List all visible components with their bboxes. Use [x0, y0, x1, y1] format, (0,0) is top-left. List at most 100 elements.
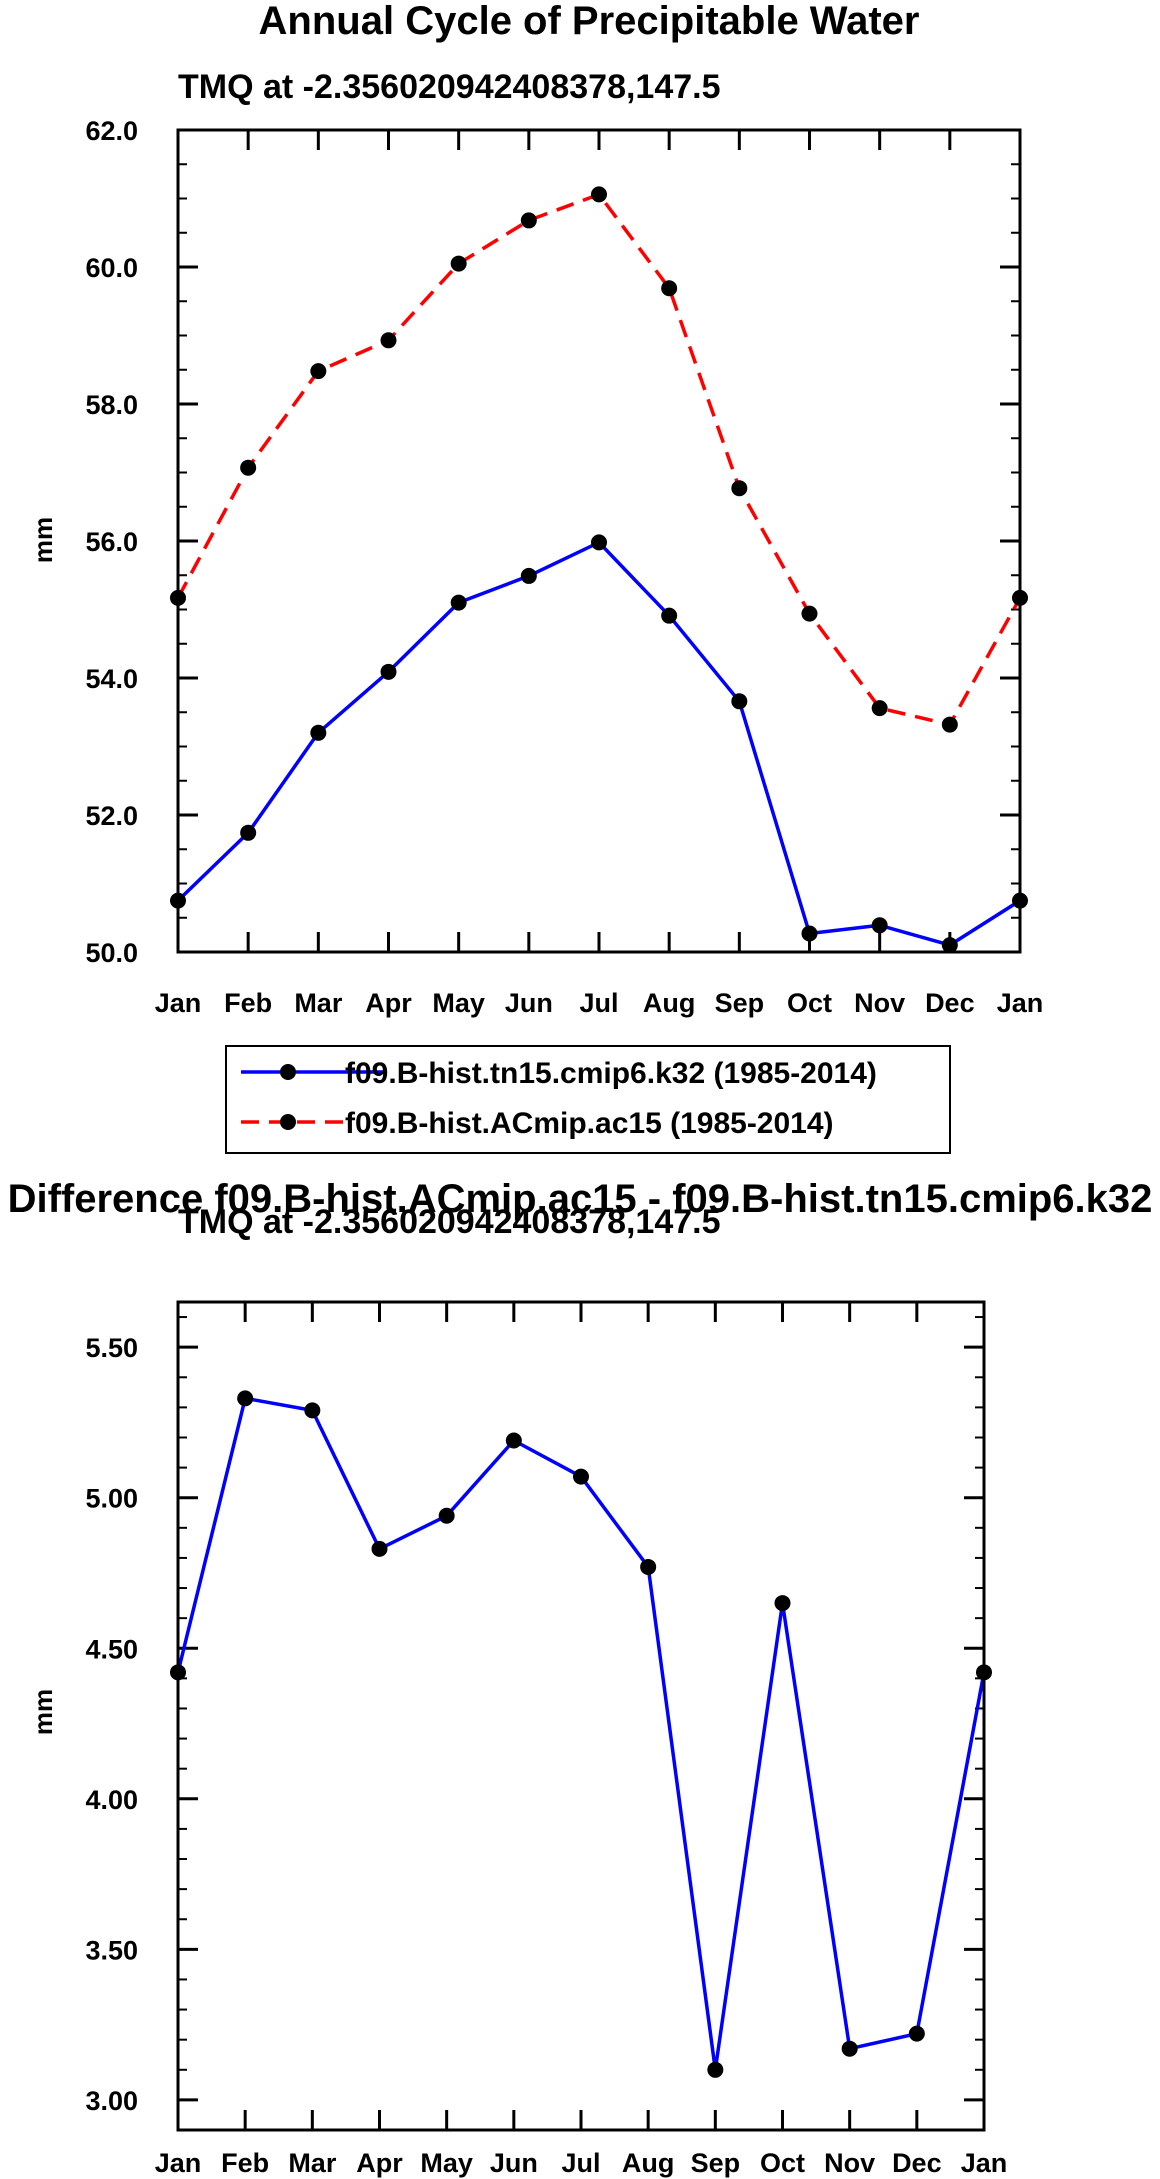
series-line-2: [176, 192, 1022, 727]
data-point: [801, 605, 818, 622]
x-tick-label: Jan: [155, 988, 202, 1018]
axis-ticks: [176, 1302, 986, 2131]
data-point: [591, 534, 607, 551]
data-point: [731, 480, 748, 497]
data-point: [304, 1402, 321, 1419]
x-tick-label: Nov: [854, 988, 905, 1018]
series-lines: [176, 1396, 986, 2072]
difference-chart: Difference f09.B-hist.ACmip.ac15 - f09.B…: [8, 1177, 1153, 2178]
y-tick-label: 60.0: [85, 253, 138, 283]
legend-box: [225, 1045, 951, 1154]
legend-marker-series-2: [280, 1114, 296, 1130]
x-tick-labels: Jan Feb Mar Apr May Jun Jul Aug Sep Oct Nov Dec Jan: [155, 2148, 1008, 2178]
x-tick-label: May: [432, 988, 485, 1018]
chart-subtitle: TMQ at -2.356020942408378,147.5: [178, 1203, 721, 1241]
legend-label-series-2: f09.B-hist.ACmip.ac15 (1985-2014): [345, 1107, 834, 1140]
data-point: [591, 186, 607, 203]
y-tick-label: 3.00: [85, 2086, 138, 2116]
data-point: [661, 607, 678, 624]
data-point: [731, 693, 748, 710]
precipitable-water-chart: Annual Cycle of Precipitable Water TMQ a…: [28, 0, 1043, 1018]
y-tick-label: 52.0: [85, 801, 138, 831]
x-tick-label: Aug: [643, 988, 695, 1018]
x-tick-label: Feb: [224, 988, 272, 1018]
data-point: [310, 363, 327, 380]
x-tick-labels: Jan Feb Mar Apr May Jun Jul Aug Sep Oct Nov Dec Jan: [155, 988, 1044, 1018]
x-tick-label: Jul: [561, 2148, 600, 2178]
data-point: [774, 1595, 791, 1612]
data-point: [240, 824, 257, 841]
chart-subtitle: TMQ at -2.356020942408378,147.5: [178, 68, 721, 106]
x-tick-label: Jun: [505, 988, 553, 1018]
y-tick-label: 58.0: [85, 390, 138, 420]
x-tick-label: May: [420, 2148, 473, 2178]
y-tick-label: 4.00: [85, 1785, 138, 1815]
data-point: [871, 917, 888, 934]
x-tick-label: Feb: [221, 2148, 269, 2178]
y-tick-label: 54.0: [85, 664, 138, 694]
x-tick-label: Dec: [925, 988, 975, 1018]
x-tick-label: Aug: [622, 2148, 674, 2178]
x-tick-label: Sep: [715, 988, 765, 1018]
data-point: [573, 1468, 589, 1485]
data-point: [941, 716, 958, 733]
plot-frame: [176, 128, 1022, 954]
data-point: [908, 2025, 925, 2042]
data-point: [240, 459, 257, 476]
data-point: [450, 594, 467, 611]
data-point: [505, 1432, 522, 1449]
x-tick-label: Mar: [288, 2148, 337, 2178]
series-line-1: [176, 540, 1021, 947]
data-point: [520, 567, 537, 584]
y-tick-label: 56.0: [85, 527, 138, 557]
y-axis-label: mm: [28, 517, 58, 563]
y-tick-label: 5.50: [85, 1333, 138, 1363]
x-tick-label: Mar: [294, 988, 343, 1018]
data-point: [380, 663, 397, 680]
x-tick-label: Jan: [961, 2148, 1008, 2178]
y-tick-labels: 3.00 3.50 4.00 4.50 5.00 5.50: [85, 1333, 138, 2116]
data-point: [640, 1558, 657, 1575]
data-point: [371, 1540, 388, 1557]
data-point: [841, 2040, 858, 2057]
data-point: [310, 724, 327, 741]
chart-title: Annual Cycle of Precipitable Water: [259, 0, 920, 43]
y-tick-label: 62.0: [85, 116, 138, 146]
y-axis-label: mm: [28, 1689, 58, 1735]
data-point: [801, 925, 818, 942]
data-point: [237, 1390, 254, 1407]
data-point: [941, 937, 958, 954]
x-tick-label: Oct: [760, 2148, 805, 2178]
x-tick-label: Apr: [365, 988, 412, 1018]
x-tick-label: Nov: [824, 2148, 875, 2178]
data-point: [520, 212, 537, 229]
y-tick-labels: 50.0 52.0 54.0 56.0 58.0 60.0 62.0: [85, 116, 138, 968]
x-tick-label: Sep: [691, 2148, 741, 2178]
data-point: [661, 280, 678, 297]
series-markers: [170, 186, 1028, 954]
data-point: [380, 332, 397, 349]
x-tick-label: Jan: [155, 2148, 202, 2178]
x-tick-label: Jan: [997, 988, 1044, 1018]
x-tick-label: Jun: [490, 2148, 538, 2178]
series-line-1: [176, 1396, 986, 2072]
x-tick-label: Apr: [356, 2148, 403, 2178]
data-point: [450, 255, 467, 272]
y-tick-label: 50.0: [85, 938, 138, 968]
data-point: [871, 700, 888, 717]
series-lines: [176, 192, 1022, 947]
y-tick-label: 3.50: [85, 1935, 138, 1965]
legend-label-series-1: f09.B-hist.tn15.cmip6.k32 (1985-2014): [345, 1057, 877, 1090]
legend-marker-series-1: [280, 1064, 296, 1080]
plot-frame: [176, 1300, 986, 2132]
x-tick-label: Jul: [579, 988, 618, 1018]
data-point: [707, 2061, 724, 2078]
legend: f09.B-hist.tn15.cmip6.k32 (1985-2014) f0…: [225, 1045, 951, 1154]
data-point: [438, 1507, 455, 1524]
x-tick-label: Dec: [892, 2148, 942, 2178]
y-tick-label: 5.00: [85, 1484, 138, 1514]
x-tick-label: Oct: [787, 988, 832, 1018]
series-markers: [170, 1390, 992, 2078]
y-tick-label: 4.50: [85, 1634, 138, 1664]
